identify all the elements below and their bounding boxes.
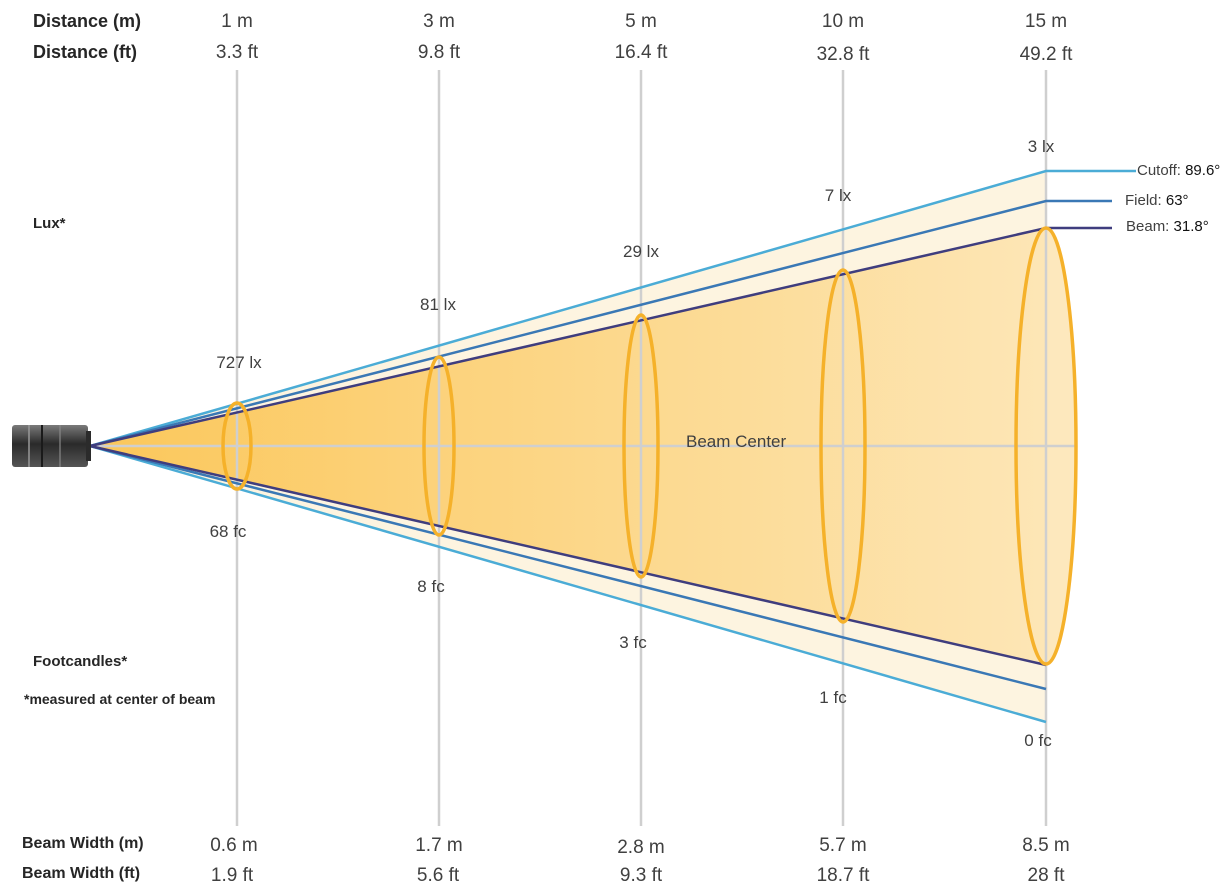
beam-ellipse-10m (819, 268, 867, 624)
fc-value: 1 fc (819, 688, 847, 707)
distance-m-header: Distance (m) (33, 11, 142, 31)
field-angle: Field: 63° (1125, 192, 1189, 209)
cutoff-angle: Cutoff: 89.6° (1137, 162, 1220, 179)
distance-m-value: 1 m (221, 11, 253, 32)
beam-width-m-value: 5.7 m (819, 835, 867, 856)
fc-value: 68 fc (209, 522, 247, 541)
lux-header: Lux* (33, 215, 66, 232)
distance-guides (235, 70, 1048, 826)
distance-ft-value: 32.8 ft (816, 44, 870, 65)
beam-width-ft-value: 28 ft (1027, 865, 1065, 886)
distance-ft-value: 9.8 ft (417, 42, 461, 63)
beam-angle: Beam: 31.8° (1126, 218, 1209, 235)
cutoff-angle-value: 89.6° (1185, 162, 1221, 179)
beam-width-ft-value: 18.7 ft (816, 865, 870, 886)
fc-value: 3 fc (619, 633, 647, 652)
distance-m-value: 5 m (625, 11, 657, 32)
beam-width-m-header: Beam Width (m) (22, 835, 144, 852)
lux-value: 7 lx (824, 186, 852, 205)
beam-width-m-value: 2.8 m (617, 837, 665, 858)
lux-value: 29 lx (623, 242, 659, 261)
lux-value: 81 lx (420, 295, 456, 314)
beam-width-m-value: 8.5 m (1022, 835, 1070, 856)
distance-m-value: 3 m (423, 11, 455, 32)
beam-width-ft-value: 9.3 ft (619, 865, 663, 886)
distance-ft-value: 16.4 ft (614, 42, 668, 63)
beam-width-m-value: 1.7 m (415, 835, 463, 856)
beam-angle-value: 31.8° (1173, 218, 1209, 235)
fc-value: 8 fc (417, 577, 445, 596)
field-edge-line (89, 199, 1112, 691)
beam-ellipse-3m (422, 355, 456, 537)
beam-width-ft-value: 1.9 ft (210, 865, 254, 886)
lux-value: 727 lx (216, 353, 262, 372)
fc-value: 0 fc (1024, 731, 1052, 750)
lux-value: 3 lx (1027, 137, 1055, 156)
distance-m-value: 10 m (821, 11, 865, 32)
beam-ellipse-1m (221, 401, 253, 491)
distance-m-value: 15 m (1024, 11, 1068, 32)
beam-edge-line (89, 226, 1112, 667)
cutoff-angle-label: Cutoff: (1137, 162, 1181, 179)
distance-ft-value: 3.3 ft (215, 42, 259, 63)
distance-ft-value: 49.2 ft (1019, 44, 1073, 65)
beam-ellipse-15m (1014, 226, 1078, 666)
cutoff-edge-line (85, 169, 1136, 724)
beam-angle-label: Beam: (1126, 218, 1170, 235)
beam-width-ft-header: Beam Width (ft) (22, 865, 141, 882)
field-angle-value: 63° (1165, 192, 1189, 209)
beam-width-ft-value: 5.6 ft (416, 865, 460, 886)
luminaire-icon (12, 425, 91, 467)
field-angle-label: Field: (1125, 192, 1162, 209)
measurement-note: *measured at center of beam (24, 691, 216, 707)
beam-width-m-value: 0.6 m (210, 835, 258, 856)
footcandles-header: Footcandles* (33, 653, 128, 670)
beam-center-label: Beam Center (686, 432, 787, 451)
beam-ellipse-5m (622, 313, 660, 579)
distance-ft-header: Distance (ft) (33, 42, 138, 62)
